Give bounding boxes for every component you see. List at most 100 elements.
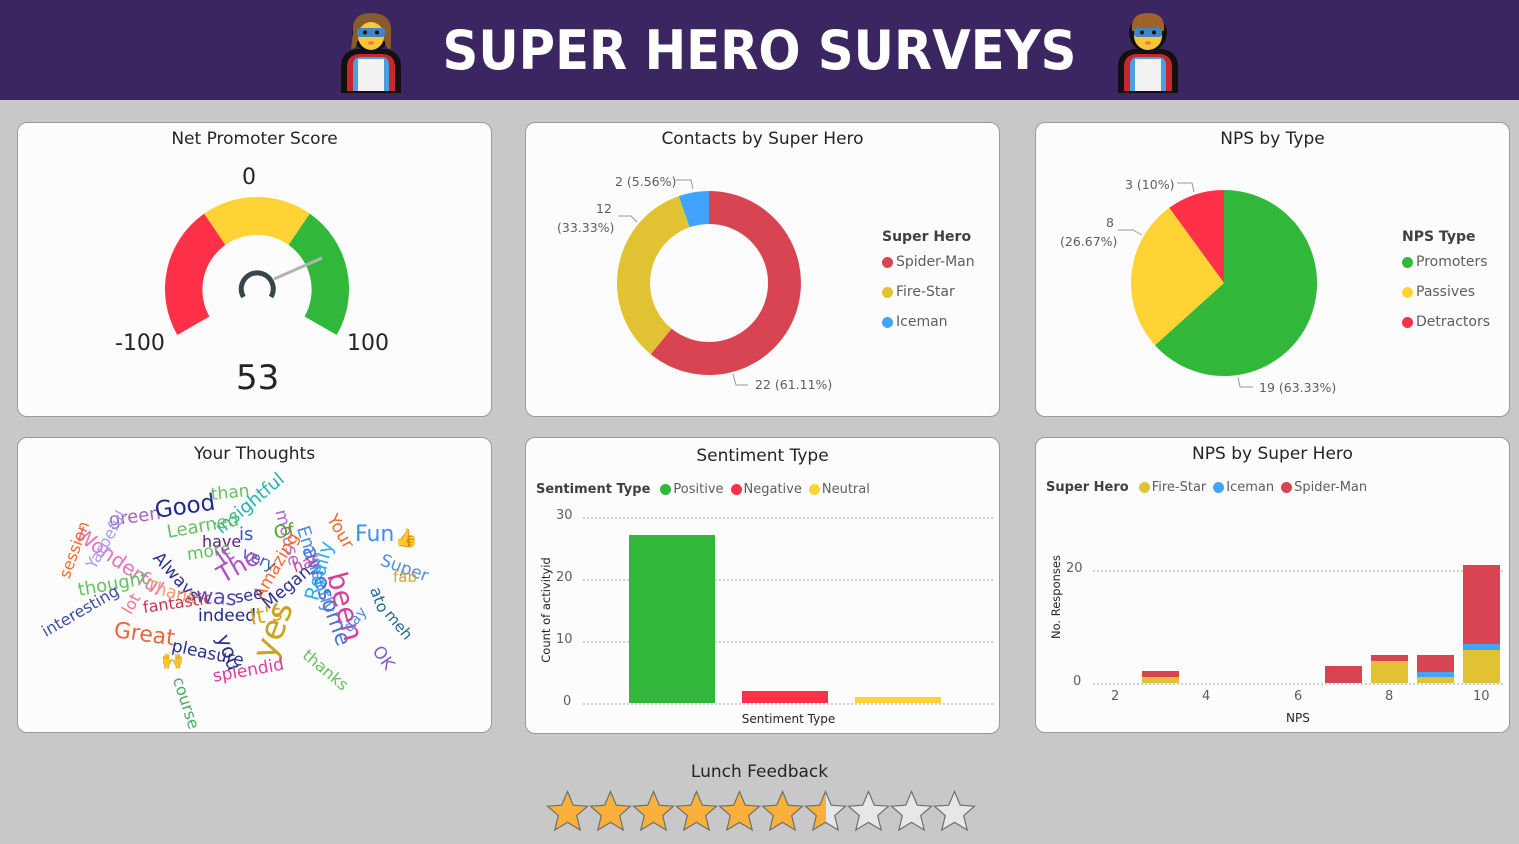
legend-item-negative[interactable]: Negative xyxy=(730,482,802,497)
legend-title: NPS Type xyxy=(1402,229,1476,245)
star-rating[interactable] xyxy=(546,790,976,833)
gridline xyxy=(583,641,993,643)
word: lot xyxy=(117,589,145,618)
nps-type-legend: NPS Type Promoters Passives Detractors xyxy=(1402,229,1490,337)
x-tick: 10 xyxy=(1473,689,1490,704)
bar-nps-10-fire-star[interactable] xyxy=(1463,650,1500,683)
legend-item-promoters[interactable]: Promoters xyxy=(1402,247,1490,277)
legend-item-iceman[interactable]: Iceman xyxy=(882,307,975,337)
card-title: NPS by Super Hero xyxy=(1192,444,1353,464)
y-axis-label: Count of activityid xyxy=(539,557,553,663)
legend-item-neutral[interactable]: Neutral xyxy=(808,482,870,497)
card-title: Sentiment Type xyxy=(696,446,829,466)
donut-slice-spider-man xyxy=(650,191,801,375)
legend-item-spider-man[interactable]: Spider-Man xyxy=(882,247,975,277)
slice-label-spider-man: 22 (61.11%) xyxy=(755,377,833,392)
word: is xyxy=(239,524,254,545)
y-tick: 20 xyxy=(556,570,573,585)
gridline xyxy=(583,579,993,581)
gauge-value: 53 xyxy=(236,358,280,398)
star-icon-4 xyxy=(675,790,718,831)
nps-type-pie-card[interactable]: NPS by Type 3 (10%) 8 (26.67%) 19 (63.33… xyxy=(1035,122,1510,417)
thumbs-up-icon: 👍 xyxy=(395,528,418,549)
y-tick: 10 xyxy=(556,632,573,647)
legend-item-passives[interactable]: Passives xyxy=(1402,277,1490,307)
gauge-segment-yellow xyxy=(204,196,310,245)
card-title: NPS by Type xyxy=(1220,129,1325,149)
contacts-legend: Super Hero Spider-Man Fire-Star Iceman xyxy=(882,229,975,337)
sentiment-legend: Sentiment Type Positive Negative Neutral xyxy=(536,482,870,497)
lunch-feedback-title: Lunch Feedback xyxy=(690,762,829,782)
star-icon-6 xyxy=(761,790,804,831)
slice-label-fire-star-pct: (33.33%) xyxy=(557,220,615,235)
gauge-mid-label: 0 xyxy=(242,165,256,190)
word: have xyxy=(202,532,242,551)
star-icon-9 xyxy=(890,790,933,831)
card-title: Net Promoter Score xyxy=(171,129,338,149)
legend-item-detractors[interactable]: Detractors xyxy=(1402,307,1490,337)
x-tick: 4 xyxy=(1202,689,1211,704)
bar-negative[interactable] xyxy=(742,691,828,703)
nps-gauge-card[interactable]: Net Promoter Score 0 -100 100 53 xyxy=(17,122,492,417)
star-icon-8 xyxy=(847,790,890,831)
bar-positive[interactable] xyxy=(629,535,715,703)
header-banner: SUPER HERO SURVEYS xyxy=(0,0,1519,100)
sentiment-bar-card[interactable]: Sentiment Type Sentiment Type Positive N… xyxy=(525,437,1000,734)
y-tick: 0 xyxy=(1073,674,1082,689)
legend-title: Super Hero xyxy=(882,229,972,245)
bar-neutral[interactable] xyxy=(855,697,941,703)
gridline xyxy=(1093,683,1503,685)
pie-slice-passives xyxy=(1131,207,1224,346)
gridline xyxy=(1093,570,1503,572)
bar-nps-9-spider-man[interactable] xyxy=(1417,655,1454,672)
word: course xyxy=(168,674,204,732)
bar-nps-8-spider-man[interactable] xyxy=(1371,655,1408,661)
gauge-min-label: -100 xyxy=(115,331,165,356)
word: Great xyxy=(112,618,177,652)
word: thanks xyxy=(298,645,353,695)
star-icon-10 xyxy=(933,790,976,831)
star-icon-1 xyxy=(546,790,589,831)
legend-item-iceman[interactable]: Iceman xyxy=(1213,480,1274,495)
x-tick: 2 xyxy=(1111,689,1120,704)
bar-nps-3-fire-star[interactable] xyxy=(1142,677,1179,683)
legend-item-fire-star[interactable]: Fire-Star xyxy=(882,277,975,307)
bar-nps-7-spider-man[interactable] xyxy=(1325,666,1362,683)
gauge-hub xyxy=(238,270,276,299)
legend-item-fire-star[interactable]: Fire-Star xyxy=(1138,480,1206,495)
card-title: Your Thoughts xyxy=(193,444,316,464)
slice-label-fire-star-count: 12 xyxy=(596,201,612,216)
bar-nps-8-fire-star[interactable] xyxy=(1371,661,1408,683)
star-icon-5 xyxy=(718,790,761,831)
x-tick: 6 xyxy=(1294,689,1303,704)
donut-chart xyxy=(616,179,801,386)
slice-label-promoters: 19 (63.33%) xyxy=(1259,380,1337,395)
word: fab xyxy=(393,568,417,586)
nps-hero-bar-card[interactable]: NPS by Super Hero Super Hero Fire-Star I… xyxy=(1035,437,1510,733)
legend-item-spider-man[interactable]: Spider-Man xyxy=(1281,480,1367,495)
star-icon-2 xyxy=(589,790,632,831)
pie-chart xyxy=(1118,182,1318,388)
y-axis-label: No. Responses xyxy=(1049,555,1063,639)
gridline xyxy=(583,517,993,519)
y-tick: 20 xyxy=(1066,561,1083,576)
bar-nps-9-iceman[interactable] xyxy=(1417,672,1454,677)
pie-slice-detractors xyxy=(1169,190,1224,283)
star-icon-3 xyxy=(632,790,675,831)
contacts-donut-card[interactable]: Contacts by Super Hero 2 (5.56%) 12 (33.… xyxy=(525,122,1000,417)
gauge-chart xyxy=(164,196,350,335)
donut-slice-fire-star xyxy=(616,196,690,355)
bar-nps-10-iceman[interactable] xyxy=(1463,644,1500,650)
star-rating-graphic xyxy=(546,790,976,831)
donut-slice-iceman xyxy=(678,191,709,228)
bar-nps-3-spider-man[interactable] xyxy=(1142,671,1179,677)
slice-label-detractors: 3 (10%) xyxy=(1125,177,1175,192)
word-cloud-card[interactable]: Your Thoughts Wonderful green Good than … xyxy=(17,437,492,733)
legend-item-positive[interactable]: Positive xyxy=(660,482,724,497)
y-tick: 0 xyxy=(563,694,572,709)
bar-nps-9-fire-star[interactable] xyxy=(1417,677,1454,683)
nps-hero-legend: Super Hero Fire-Star Iceman Spider-Man xyxy=(1046,480,1368,495)
x-axis-label: NPS xyxy=(1286,711,1310,725)
word: Fun xyxy=(355,522,395,547)
bar-nps-10-spider-man[interactable] xyxy=(1463,565,1500,644)
